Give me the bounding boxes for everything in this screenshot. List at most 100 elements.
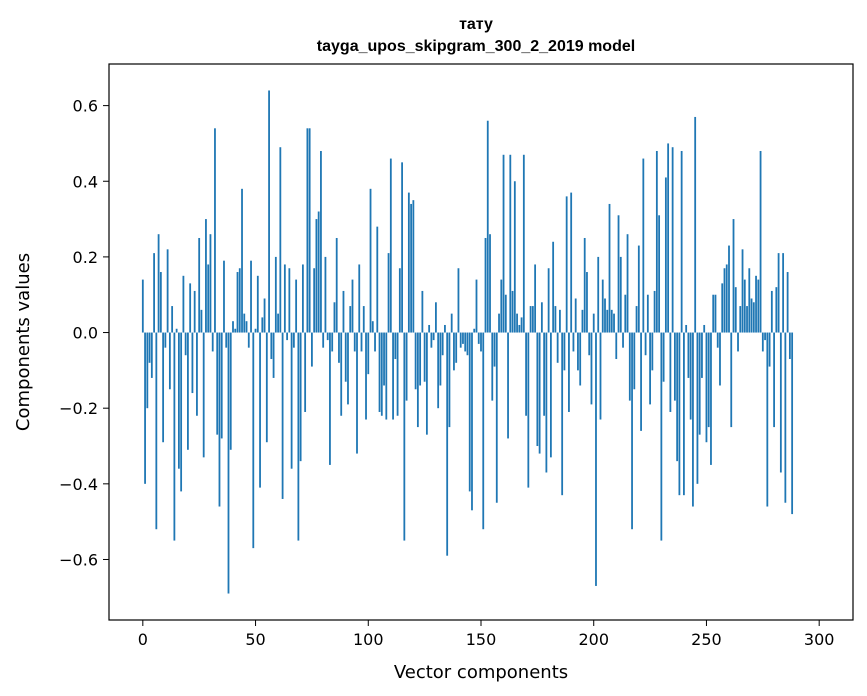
bar-205 [604,298,606,333]
bar-46 [245,321,248,333]
bar-167 [518,324,521,333]
bar-131 [437,332,440,409]
bar-84 [331,332,334,352]
bar-127 [428,324,431,333]
bar-258 [723,268,726,333]
bar-206 [606,309,609,333]
bar-264 [737,332,739,352]
bar-83 [329,332,331,465]
bar-134 [444,324,446,333]
bar-159 [500,279,503,333]
bar-35 [220,332,223,439]
bar-45 [243,313,246,333]
bar-5 [153,253,155,333]
bar-59 [274,256,277,333]
bar-245 [694,116,697,333]
bar-166 [516,313,518,333]
bar-25 [198,237,201,333]
bar-20 [187,332,189,450]
bar-217 [631,332,633,530]
bar-241 [685,324,688,333]
bar-116 [403,332,406,541]
bar-218 [633,332,636,390]
bar-266 [741,249,744,333]
bar-0 [141,279,144,333]
bar-274 [759,150,762,333]
bar-194 [579,332,582,386]
bar-39 [229,332,232,450]
bar-series [141,90,794,594]
bar-105 [378,332,381,412]
x-tick-label: 100 [353,630,384,649]
bar-177 [540,302,543,333]
bar-51 [256,275,259,333]
bar-213 [622,332,624,348]
bar-81 [324,256,327,333]
bar-135 [446,332,449,556]
bar-37 [225,332,228,348]
bar-126 [425,332,428,435]
bar-48 [250,260,252,333]
y-tick-label: −0.6 [59,550,98,569]
bar-100 [367,332,370,375]
bar-201 [595,332,597,586]
bar-184 [556,332,559,363]
bar-66 [290,332,293,469]
bar-183 [554,306,557,333]
bar-275 [761,332,764,352]
bar-30 [209,234,212,333]
bar-150 [480,332,482,352]
bar-207 [608,203,611,333]
bar-276 [764,332,766,341]
y-tick-label: −0.2 [59,399,98,418]
bar-190 [570,192,573,333]
bar-29 [207,264,210,333]
bar-89 [342,290,345,333]
bar-286 [786,272,789,333]
bar-11 [166,249,169,333]
bar-99 [365,332,367,420]
bar-198 [588,332,591,356]
bar-21 [189,283,192,333]
bar-158 [498,313,500,333]
bar-254 [714,294,717,333]
bar-162 [507,332,509,439]
bar-102 [371,321,374,333]
bar-224 [646,294,649,333]
bar-112 [394,332,397,360]
bar-231 [662,332,665,382]
bar-1 [144,332,146,484]
bar-188 [565,196,568,333]
bar-233 [667,143,670,333]
bar-18 [182,275,185,333]
bar-130 [435,302,437,333]
bar-252 [710,332,712,465]
bar-13 [171,306,174,333]
bar-179 [545,332,548,473]
bar-10 [164,332,167,348]
bar-108 [385,332,388,420]
bar-3 [148,332,151,363]
bar-78 [317,211,320,333]
bar-229 [658,215,661,333]
bar-114 [398,268,401,333]
bar-64 [286,332,289,341]
bar-139 [455,332,458,363]
bar-240 [683,332,685,496]
bar-265 [739,306,742,333]
bar-106 [380,332,383,416]
bar-280 [773,332,775,428]
bar-27 [202,332,205,458]
bar-75 [311,332,313,367]
bar-173 [531,306,534,333]
bar-239 [680,150,683,333]
bar-80 [322,332,325,348]
bar-287 [788,332,791,360]
bar-277 [766,332,769,507]
bar-284 [782,253,785,333]
y-tick-label: 0.6 [73,97,98,116]
bar-109 [387,253,390,333]
y-axis-label: Components values [13,253,34,431]
bar-63 [283,264,286,333]
bar-288 [791,332,794,515]
